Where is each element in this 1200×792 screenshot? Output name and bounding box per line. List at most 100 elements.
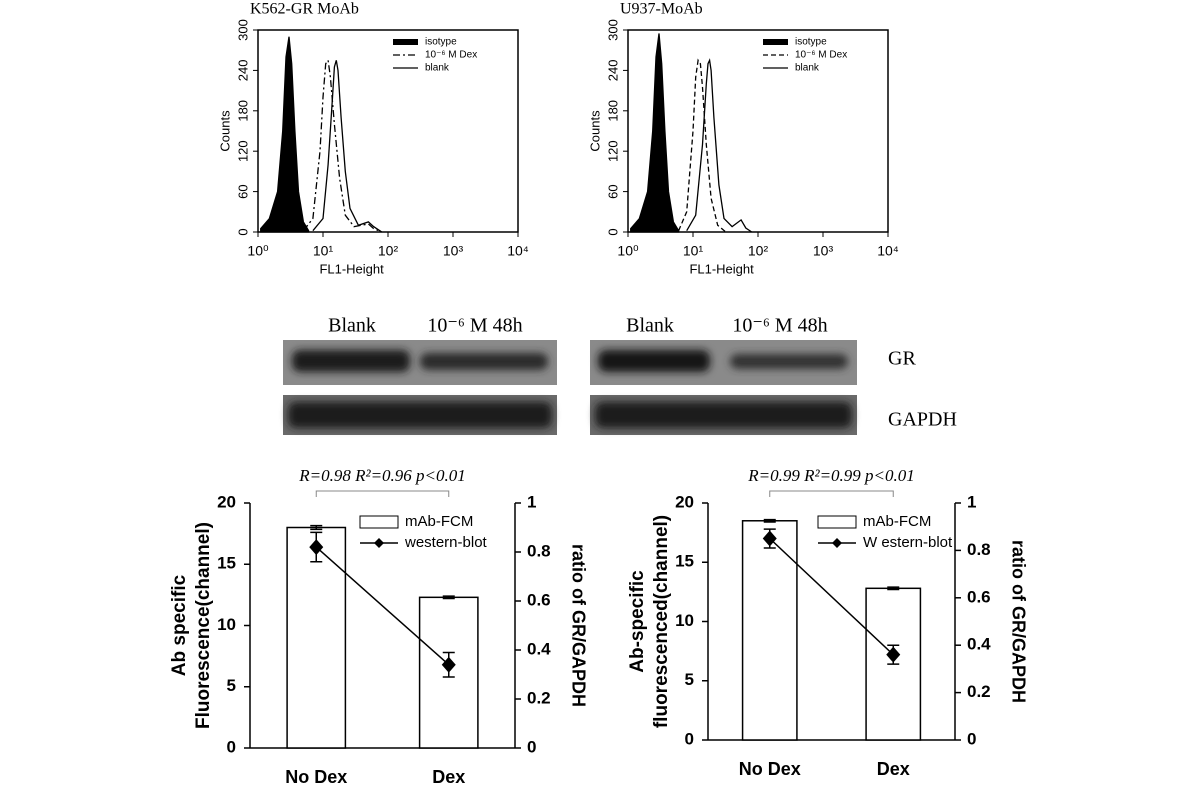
- chart-title: U937-MoAb: [620, 1, 703, 18]
- y-tick-label: 120: [235, 140, 250, 162]
- y-axis-label: Fluorescence(channel): [193, 522, 214, 729]
- histogram-line: [302, 58, 382, 233]
- y-tick-label: 60: [605, 184, 620, 198]
- error-bar: [763, 518, 776, 523]
- annotation: R=0.98 R²=0.96 p<0.01: [298, 466, 466, 485]
- histogram-line: [686, 58, 753, 233]
- legend-label: mAb-FCM: [405, 513, 473, 530]
- legend-label: blank: [795, 63, 820, 74]
- blot-band: [292, 350, 410, 372]
- y2-axis-label: ratio of GR/GAPDH: [568, 544, 588, 707]
- error-bar: [310, 524, 323, 531]
- y-tick-label: 20: [217, 492, 236, 511]
- y-tick-label: 10: [675, 611, 694, 630]
- y2-tick-label: 0.8: [967, 540, 991, 559]
- y-tick-label: 300: [605, 19, 620, 41]
- histogram-line: [312, 60, 383, 233]
- blot-row-label: GAPDH: [888, 409, 957, 431]
- marker: [309, 539, 324, 556]
- marker: [886, 646, 901, 663]
- histogram-area: [260, 36, 310, 233]
- y2-tick-label: 0.2: [967, 682, 991, 701]
- western-blot-panel: Blank 10⁻⁶ M 48h Blank 10⁻⁶ M 48h GR GAP…: [283, 315, 957, 435]
- x-tick-label: 10⁴: [877, 243, 899, 259]
- x-tick-label: 10²: [748, 243, 769, 259]
- legend-label: western-blot: [404, 534, 488, 551]
- line: [315, 546, 450, 666]
- blot-band: [420, 353, 548, 370]
- legend-swatch: [359, 515, 399, 529]
- legend-label: isotype: [425, 37, 457, 48]
- y2-tick-label: 0.6: [527, 590, 551, 609]
- legend-label: mAb-FCM: [863, 513, 931, 530]
- blot-band: [595, 402, 852, 428]
- marker: [762, 530, 777, 547]
- legend-marker: [832, 538, 842, 548]
- y-tick-label: 0: [685, 729, 694, 748]
- x-tick-label: 10⁰: [247, 243, 269, 259]
- y-tick-label: 5: [685, 670, 694, 689]
- y-tick-label: 300: [235, 19, 250, 41]
- y-tick-label: 240: [605, 60, 620, 82]
- blot-column-label: 10⁻⁶ M 48h: [427, 315, 522, 337]
- blot-row-label: GR: [888, 348, 916, 370]
- y2-tick-label: 0.6: [967, 587, 991, 606]
- chart-title: K562-GR MoAb: [250, 1, 359, 18]
- y-tick-label: 20: [675, 492, 694, 511]
- blot-band: [288, 402, 552, 428]
- error-bar: [442, 595, 455, 600]
- y-axis-label: fluorescenced(channel): [651, 515, 672, 728]
- y-tick-label: 15: [217, 554, 236, 573]
- x-tick-label: 10¹: [313, 243, 334, 259]
- blot-band: [598, 350, 710, 372]
- y2-tick-label: 1: [967, 492, 976, 511]
- x-axis-label: FL1-Height: [319, 261, 384, 276]
- y-tick-label: 15: [675, 552, 694, 571]
- annotation-bracket: [769, 490, 894, 497]
- x-tick-label: Dex: [877, 759, 910, 779]
- y-axis-label: Counts: [217, 110, 232, 152]
- legend-swatch: [817, 515, 857, 529]
- x-tick-label: 10³: [813, 243, 834, 259]
- annotation: R=0.99 R²=0.99 p<0.01: [747, 466, 915, 485]
- y-tick-label: 180: [605, 100, 620, 122]
- y2-tick-label: 0.8: [527, 541, 551, 560]
- y-tick-label: 10: [217, 615, 236, 634]
- y2-tick-label: 0: [967, 729, 976, 748]
- legend-marker: [374, 538, 384, 548]
- x-tick-label: 10⁴: [507, 243, 529, 259]
- bar: [865, 587, 922, 741]
- blot-band: [730, 354, 848, 369]
- y-tick-label: 180: [235, 100, 250, 122]
- y2-tick-label: 0.4: [967, 635, 991, 654]
- annotation-bracket: [315, 490, 450, 497]
- y-axis-label: Ab-specific: [627, 570, 648, 673]
- histogram-line: [678, 58, 727, 233]
- y-tick-label: 60: [235, 184, 250, 198]
- y-axis-label: Counts: [587, 110, 602, 152]
- x-axis-label: FL1-Height: [689, 261, 754, 276]
- x-tick-label: 10³: [443, 243, 464, 259]
- y2-tick-label: 0: [527, 737, 536, 756]
- x-tick-label: Dex: [432, 767, 465, 787]
- y-axis-label: Ab specific: [169, 574, 190, 676]
- x-tick-label: No Dex: [285, 767, 347, 787]
- y-tick-label: 120: [605, 140, 620, 162]
- y-tick-label: 240: [235, 60, 250, 82]
- y-tick-label: 0: [227, 737, 236, 756]
- y2-axis-label: ratio of GR/GAPDH: [1008, 540, 1028, 703]
- error-bar: [887, 586, 900, 591]
- y-tick-label: 5: [227, 676, 236, 695]
- legend-label: blank: [425, 63, 450, 74]
- blot-column-label: 10⁻⁶ M 48h: [732, 315, 827, 337]
- y2-tick-label: 1: [527, 492, 536, 511]
- y2-tick-label: 0.4: [527, 639, 551, 658]
- bar: [741, 520, 798, 741]
- line: [769, 537, 894, 656]
- x-tick-label: No Dex: [739, 759, 801, 779]
- y-tick-label: 0: [235, 228, 250, 235]
- histogram-area: [630, 33, 680, 233]
- legend-label: 10⁻⁶ M Dex: [795, 50, 847, 61]
